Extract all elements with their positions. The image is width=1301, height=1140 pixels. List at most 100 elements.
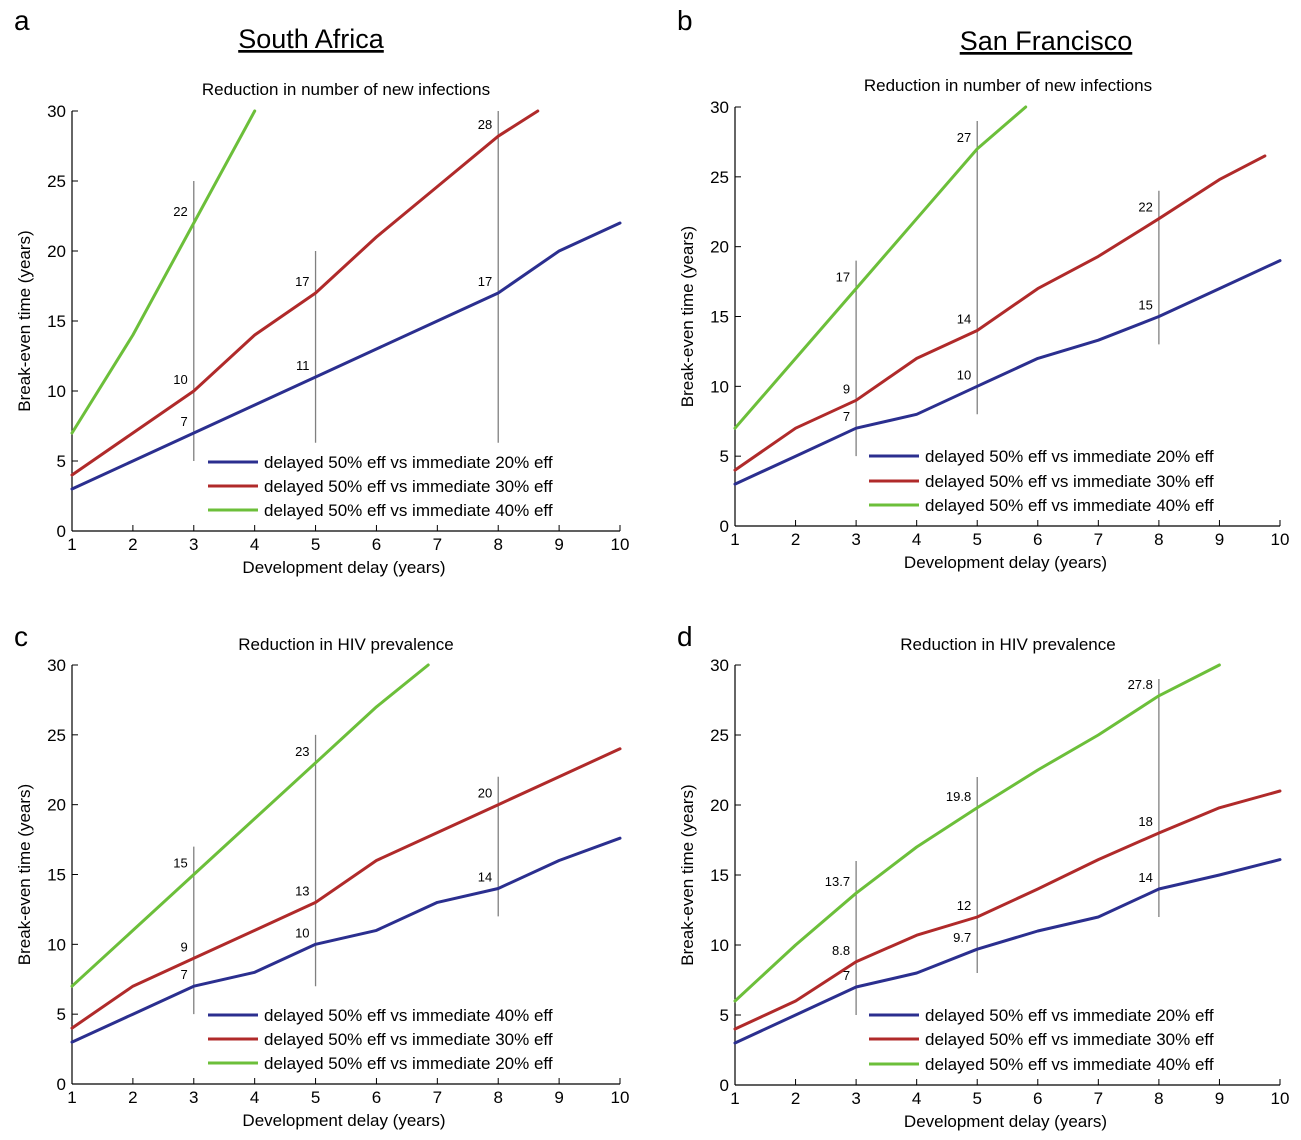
y-tick-label: 5 [57, 1005, 66, 1024]
y-tick-label: 15 [47, 312, 66, 331]
y-tick-label: 25 [710, 726, 729, 745]
x-tick-label: 7 [1094, 530, 1103, 549]
x-axis-label: Development delay (years) [904, 1112, 1107, 1131]
data-label: 9.7 [953, 930, 971, 945]
x-tick-label: 4 [912, 530, 921, 549]
data-label: 10 [957, 367, 971, 382]
y-tick-label: 10 [710, 936, 729, 955]
data-label: 11 [296, 358, 310, 373]
x-tick-label: 5 [311, 1088, 320, 1107]
series-line-red [733, 789, 1282, 1031]
data-label: 9 [181, 939, 188, 954]
data-label: 17 [478, 274, 492, 289]
y-tick-label: 0 [57, 1075, 66, 1094]
data-label: 22 [1138, 200, 1152, 215]
y-tick-label: 20 [710, 796, 729, 815]
x-tick-label: 8 [493, 1088, 502, 1107]
data-label: 9 [843, 381, 850, 396]
x-tick-label: 9 [1215, 530, 1224, 549]
panel-letter: d [677, 621, 693, 652]
y-axis-label: Break-even time (years) [15, 230, 34, 411]
plot-title: Reduction in HIV prevalence [900, 635, 1115, 654]
y-tick-label: 5 [720, 447, 729, 466]
data-label: 14 [1138, 870, 1152, 885]
y-axis-label: Break-even time (years) [15, 784, 34, 965]
data-label: 14 [957, 311, 971, 326]
data-label: 13.7 [825, 874, 850, 889]
plot-title: Reduction in HIV prevalence [238, 635, 453, 654]
data-label: 7 [843, 409, 850, 424]
y-tick-label: 30 [47, 102, 66, 121]
legend-entry: delayed 50% eff vs immediate 40% eff [925, 496, 1214, 515]
region-title: South Africa [238, 24, 385, 54]
data-label: 8.8 [832, 943, 850, 958]
legend-box [204, 1002, 612, 1076]
x-axis-label: Development delay (years) [242, 1111, 445, 1130]
y-axis-label: Break-even time (years) [678, 784, 697, 965]
x-tick-label: 8 [493, 535, 502, 554]
x-tick-label: 1 [67, 1088, 76, 1107]
legend-entry: delayed 50% eff vs immediate 40% eff [925, 1055, 1214, 1074]
series-line-green [70, 663, 430, 988]
x-tick-label: 2 [791, 530, 800, 549]
x-tick-label: 4 [250, 535, 259, 554]
legend-entry: delayed 50% eff vs immediate 30% eff [925, 472, 1214, 491]
y-tick-label: 20 [47, 242, 66, 261]
y-tick-label: 30 [47, 656, 66, 675]
legend-box [865, 443, 1272, 518]
panel-letter: b [677, 5, 693, 36]
data-label: 7 [181, 967, 188, 982]
y-tick-label: 10 [47, 382, 66, 401]
legend-entry: delayed 50% eff vs immediate 40% eff [264, 501, 553, 520]
y-tick-label: 20 [47, 796, 66, 815]
x-tick-label: 5 [311, 535, 320, 554]
x-tick-label: 7 [1094, 1089, 1103, 1108]
legend-entry: delayed 50% eff vs immediate 30% eff [264, 1030, 553, 1049]
data-label: 27 [957, 130, 971, 145]
y-tick-label: 5 [720, 1006, 729, 1025]
data-label: 17 [836, 270, 850, 285]
plot-title: Reduction in number of new infections [202, 80, 490, 99]
data-label: 19.8 [946, 789, 971, 804]
legend-entry: delayed 50% eff vs immediate 20% eff [264, 453, 553, 472]
x-tick-label: 10 [611, 535, 630, 554]
x-tick-label: 10 [611, 1088, 630, 1107]
data-label: 23 [295, 744, 309, 759]
x-tick-label: 1 [730, 530, 739, 549]
x-tick-label: 3 [851, 1089, 860, 1108]
legend-entry: delayed 50% eff vs immediate 20% eff [925, 447, 1214, 466]
y-tick-label: 10 [710, 377, 729, 396]
legend-entry: delayed 50% eff vs immediate 20% eff [264, 1054, 553, 1073]
data-label: 18 [1138, 814, 1152, 829]
legend-box [865, 1002, 1272, 1077]
series-line-green [70, 109, 257, 435]
series-line-red [70, 747, 622, 1030]
data-label: 10 [295, 925, 309, 940]
legend-entry: delayed 50% eff vs immediate 30% eff [925, 1030, 1214, 1049]
y-tick-label: 0 [57, 522, 66, 541]
data-label: 20 [478, 786, 492, 801]
data-label: 28 [478, 117, 492, 132]
x-tick-label: 7 [433, 1088, 442, 1107]
x-tick-label: 3 [851, 530, 860, 549]
y-tick-label: 20 [710, 238, 729, 257]
legend-box [204, 449, 612, 523]
x-tick-label: 9 [1215, 1089, 1224, 1108]
y-tick-label: 15 [710, 308, 729, 327]
series-line-green [733, 663, 1221, 1003]
y-tick-label: 25 [710, 168, 729, 187]
series-line-blue [733, 259, 1282, 486]
panel-letter: c [14, 621, 28, 652]
data-label: 7 [843, 968, 850, 983]
x-tick-label: 2 [128, 535, 137, 554]
y-tick-label: 10 [47, 935, 66, 954]
x-tick-label: 2 [128, 1088, 137, 1107]
x-tick-label: 6 [372, 1088, 381, 1107]
data-label: 10 [173, 372, 187, 387]
x-tick-label: 5 [972, 530, 981, 549]
series-line-red [70, 109, 540, 477]
series-line-blue [70, 836, 622, 1044]
data-label: 15 [1138, 298, 1152, 313]
